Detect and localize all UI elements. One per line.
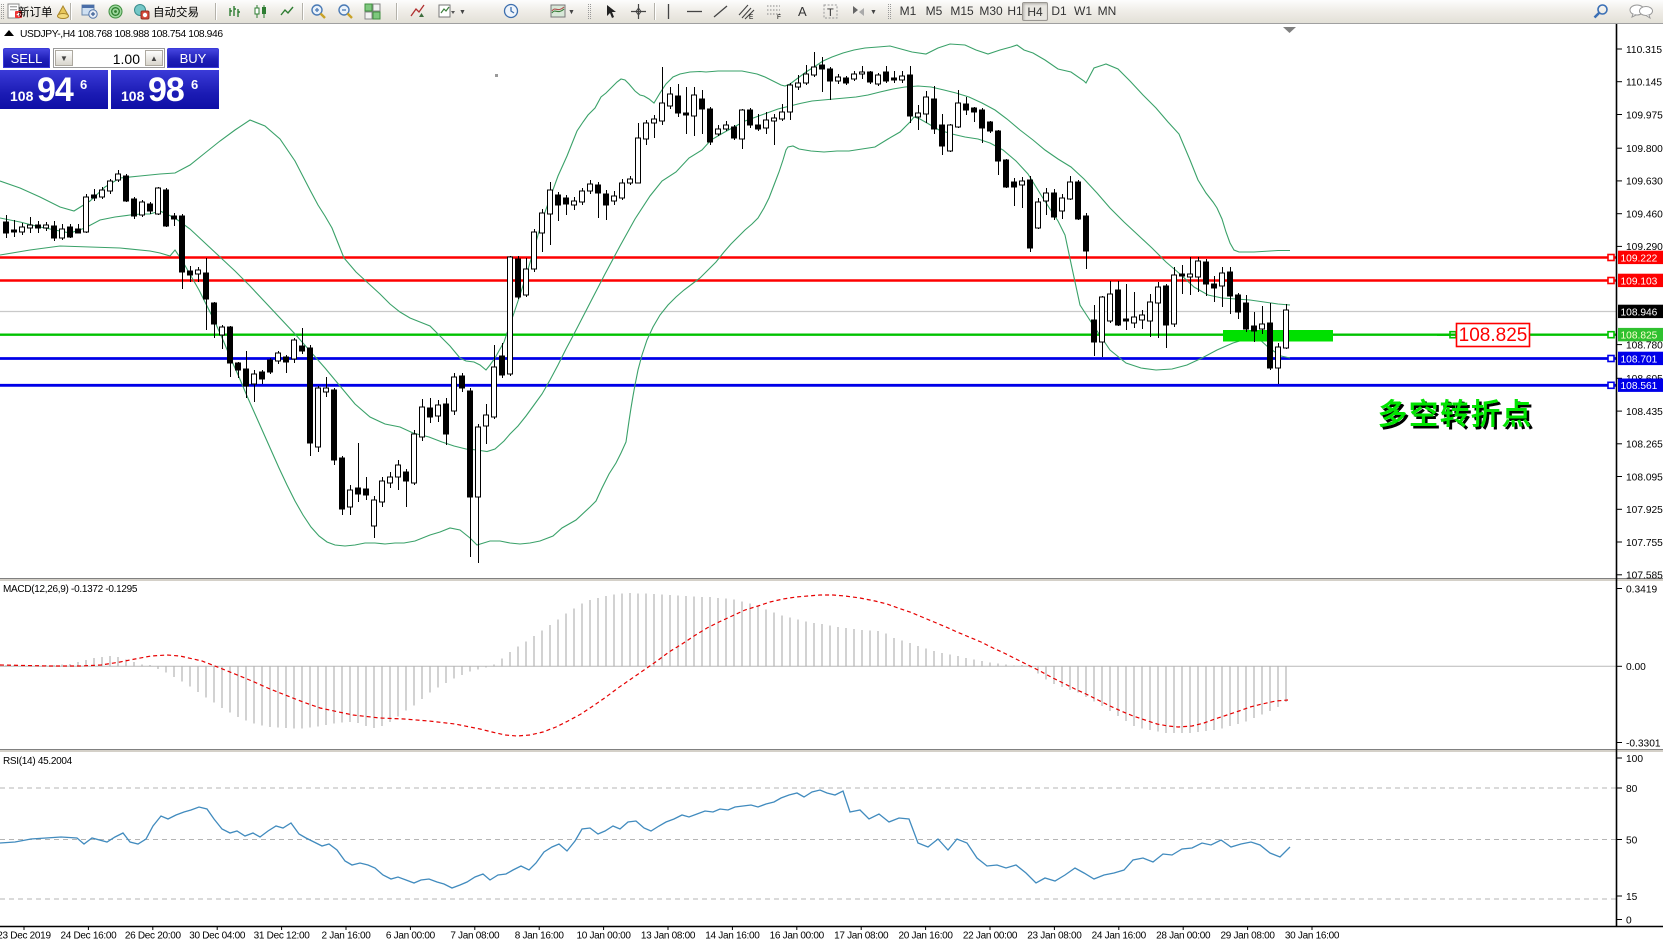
svg-text:50: 50 xyxy=(1626,835,1638,846)
svg-text:108.780: 108.780 xyxy=(1626,340,1663,351)
svg-text:26 Dec 20:00: 26 Dec 20:00 xyxy=(125,931,182,942)
svg-text:0.3419: 0.3419 xyxy=(1626,584,1657,595)
svg-text:109.975: 109.975 xyxy=(1626,110,1663,121)
svg-text:23 Jan 08:00: 23 Jan 08:00 xyxy=(1027,931,1082,942)
svg-text:E: E xyxy=(749,14,754,20)
svg-text:109.800: 109.800 xyxy=(1626,144,1663,155)
svg-text:多空转折点: 多空转折点 xyxy=(1378,397,1533,431)
svg-text:8 Jan 16:00: 8 Jan 16:00 xyxy=(515,931,565,942)
svg-text:24 Jan 16:00: 24 Jan 16:00 xyxy=(1092,931,1147,942)
svg-text:30 Jan 16:00: 30 Jan 16:00 xyxy=(1285,931,1340,942)
svg-text:17 Jan 08:00: 17 Jan 08:00 xyxy=(834,931,889,942)
svg-text:108.701: 108.701 xyxy=(1621,354,1658,365)
svg-text:108.825: 108.825 xyxy=(1621,331,1658,342)
svg-text:22 Jan 00:00: 22 Jan 00:00 xyxy=(963,931,1018,942)
svg-text:RSI(14) 45.2004: RSI(14) 45.2004 xyxy=(3,756,73,767)
svg-text:31 Dec 12:00: 31 Dec 12:00 xyxy=(254,931,311,942)
svg-text:110.145: 110.145 xyxy=(1626,78,1662,89)
svg-text:108.435: 108.435 xyxy=(1626,407,1663,418)
svg-text:28 Jan 00:00: 28 Jan 00:00 xyxy=(1156,931,1211,942)
svg-text:16 Jan 00:00: 16 Jan 00:00 xyxy=(770,931,825,942)
svg-text:29 Jan 08:00: 29 Jan 08:00 xyxy=(1220,931,1275,942)
svg-text:30 Dec 04:00: 30 Dec 04:00 xyxy=(189,931,246,942)
svg-text:23 Dec 2019: 23 Dec 2019 xyxy=(0,931,51,942)
svg-text:6 Jan 00:00: 6 Jan 00:00 xyxy=(386,931,436,942)
svg-text:80: 80 xyxy=(1626,784,1638,795)
svg-text:108.561: 108.561 xyxy=(1621,381,1658,392)
svg-text:13 Jan 08:00: 13 Jan 08:00 xyxy=(641,931,696,942)
svg-text:2 Jan 16:00: 2 Jan 16:00 xyxy=(322,931,372,942)
svg-text:109.290: 109.290 xyxy=(1626,242,1663,253)
svg-text:7 Jan 08:00: 7 Jan 08:00 xyxy=(450,931,500,942)
svg-text:107.925: 107.925 xyxy=(1626,505,1663,516)
svg-text:108.095: 108.095 xyxy=(1626,472,1663,483)
svg-text:108.946: 108.946 xyxy=(1621,307,1658,318)
svg-text:T: T xyxy=(827,7,834,19)
svg-text:108.825: 108.825 xyxy=(1459,325,1528,346)
svg-text:F: F xyxy=(777,14,781,20)
svg-text:0.00: 0.00 xyxy=(1626,662,1646,673)
svg-text:USDJPY-,H4 108.768 108.988 10: USDJPY-,H4 108.768 108.988 108.754 108.9… xyxy=(20,29,223,40)
svg-text:107.755: 107.755 xyxy=(1626,538,1663,549)
svg-text:109.460: 109.460 xyxy=(1626,210,1663,221)
svg-text:109.630: 109.630 xyxy=(1626,177,1663,188)
svg-text:10 Jan 00:00: 10 Jan 00:00 xyxy=(576,931,631,942)
svg-text:107.585: 107.585 xyxy=(1626,571,1663,582)
svg-text:109.222: 109.222 xyxy=(1621,253,1658,264)
svg-text:24 Dec 16:00: 24 Dec 16:00 xyxy=(60,931,117,942)
svg-text:108.265: 108.265 xyxy=(1626,440,1663,451)
svg-text:-0.3301: -0.3301 xyxy=(1626,738,1661,749)
svg-text:0: 0 xyxy=(1626,915,1632,926)
svg-text:100: 100 xyxy=(1626,754,1643,765)
svg-text:14 Jan 16:00: 14 Jan 16:00 xyxy=(705,931,760,942)
svg-text:20 Jan 16:00: 20 Jan 16:00 xyxy=(898,931,953,942)
svg-text:MACD(12,26,9) -0.1372 -0.1295: MACD(12,26,9) -0.1372 -0.1295 xyxy=(3,584,138,595)
svg-text:110.315: 110.315 xyxy=(1626,45,1662,56)
svg-text:109.103: 109.103 xyxy=(1621,276,1658,287)
svg-text:15: 15 xyxy=(1626,892,1638,903)
